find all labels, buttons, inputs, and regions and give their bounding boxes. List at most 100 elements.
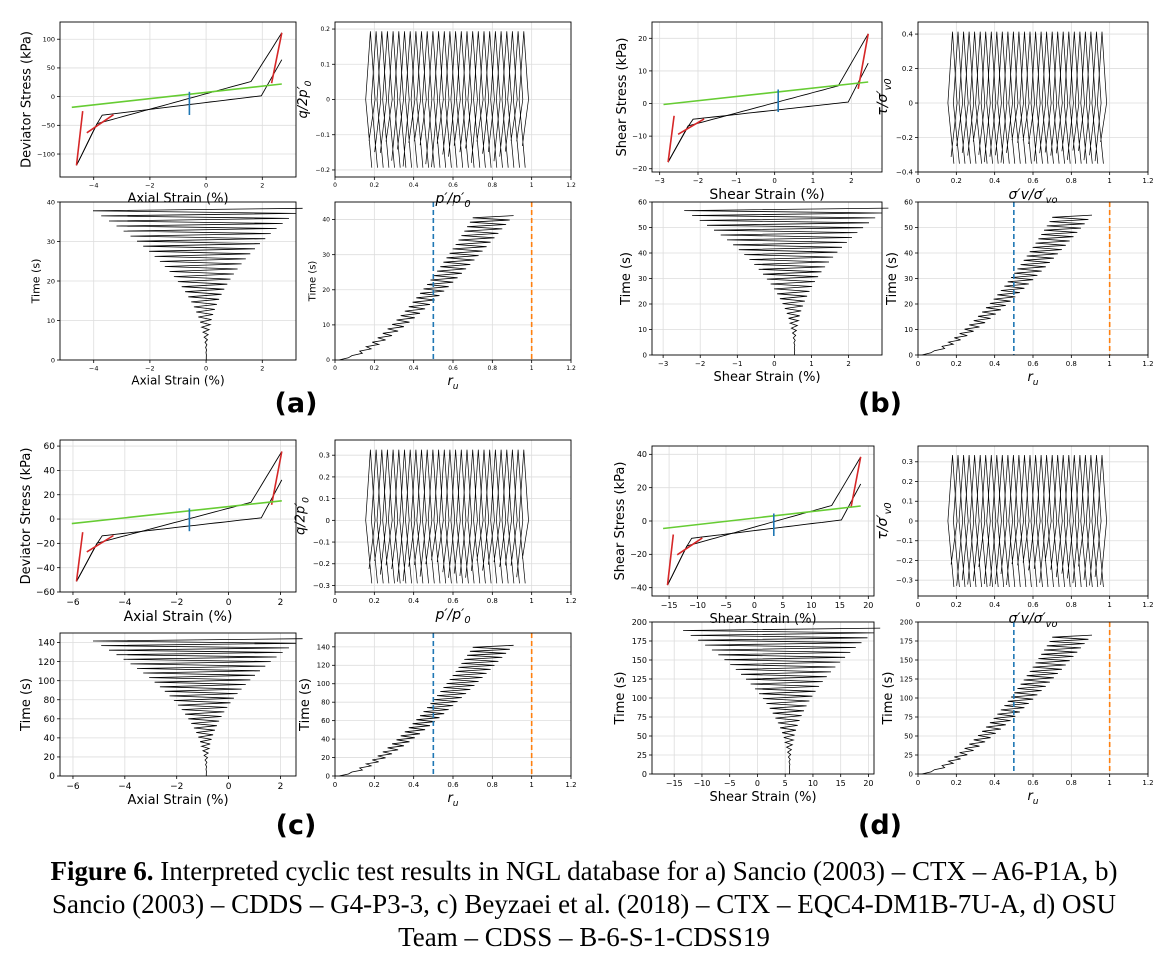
y-axis-label: Deviator Stress (kPa) <box>19 448 34 585</box>
x-tick-label: −1 <box>731 177 741 185</box>
x-tick-label: 0 <box>772 360 776 368</box>
x-axis-label: ru <box>1027 789 1038 807</box>
y-tick-label: 0 <box>643 100 647 108</box>
x-axis-label: σ′v/σ′vo <box>1009 187 1058 206</box>
x-tick-label: 0.4 <box>409 182 419 189</box>
stress-path-loop <box>980 31 991 164</box>
y-tick-label: 0 <box>909 351 913 359</box>
x-axis-label: Axial Strain (%) <box>124 609 233 625</box>
y-tick-label: −20 <box>36 540 55 550</box>
y-tick-label: −0.2 <box>896 557 913 565</box>
x-tick-label: 20 <box>863 779 873 788</box>
y-tick-label: 50 <box>47 64 55 72</box>
x-tick-label: 2 <box>260 182 264 190</box>
y-tick-label: −0.3 <box>313 582 330 590</box>
x-tick-label: 0.2 <box>951 177 962 185</box>
x-tick-label: 0.8 <box>487 597 498 605</box>
axes-frame <box>59 439 297 593</box>
axes-frame <box>651 21 883 173</box>
y-tick-label: 40 <box>44 734 56 744</box>
y-axis-label: Time (s) <box>881 672 896 726</box>
x-tick-label: 0 <box>752 601 757 610</box>
y-tick-label: −0.2 <box>896 134 913 142</box>
x-tick-label: −2 <box>145 365 155 373</box>
y-axis-label: τ/σ′v0 <box>875 78 894 115</box>
y-tick-label: 75 <box>904 713 913 721</box>
x-tick-label: 0.6 <box>1027 360 1039 368</box>
y-tick-label: 75 <box>637 713 647 722</box>
x-tick-label: 0 <box>916 177 920 185</box>
y-tick-label: 25 <box>904 751 913 759</box>
axes-frame <box>59 21 297 178</box>
x-axis-label: ru <box>447 791 458 809</box>
y-tick-label: 50 <box>904 732 913 740</box>
x-tick-label: 0.4 <box>409 365 419 372</box>
x-tick-label: 0.6 <box>1027 601 1039 609</box>
y-tick-label: 50 <box>904 224 913 232</box>
red-slope-left <box>75 532 84 582</box>
y-axis-label: Time (s) <box>308 261 319 303</box>
stress-path-loop <box>991 31 1002 164</box>
stress-path-loop <box>1080 31 1091 164</box>
stress-path-loop <box>410 31 421 168</box>
x-tick-label: 2 <box>278 598 284 608</box>
x-axis-label: Axial Strain (%) <box>127 192 228 207</box>
y-tick-label: 20 <box>638 35 647 43</box>
x-tick-label: −5 <box>724 779 736 788</box>
stress-path-loop <box>1074 31 1085 164</box>
stress-path-loop <box>433 31 444 168</box>
x-tick-label: 0.8 <box>1066 177 1077 185</box>
y-tick-label: −0.1 <box>896 537 913 545</box>
x-tick-label: 0.8 <box>1066 779 1077 787</box>
stress-path-loop <box>501 449 512 584</box>
y-tick-label: 175 <box>900 637 913 645</box>
y-tick-label: 0.3 <box>319 452 330 460</box>
x-tick-label: 1.2 <box>1142 779 1153 787</box>
x-tick-label: −4 <box>118 782 132 792</box>
x-tick-label: 1.2 <box>1142 360 1153 368</box>
x-tick-label: 1.2 <box>566 365 576 372</box>
stress-path-loop <box>382 449 393 584</box>
y-tick-label: 0.2 <box>902 65 913 73</box>
x-tick-label: 2 <box>849 177 853 185</box>
y-tick-label: 125 <box>900 675 913 683</box>
stress-path-loop <box>953 31 963 164</box>
y-tick-label: −20 <box>630 550 647 559</box>
x-axis-label: Axial Strain (%) <box>131 374 224 388</box>
red-slope-right <box>850 456 862 508</box>
x-tick-label: 0.6 <box>447 781 459 789</box>
x-tick-label: 1 <box>529 781 533 789</box>
data-traces <box>663 33 869 163</box>
x-tick-label: 0.2 <box>370 365 380 372</box>
y-tick-label: 0.2 <box>902 478 913 486</box>
stress-path-loop <box>513 31 524 168</box>
stress-path-loop <box>416 31 427 168</box>
y-tick-label: 140 <box>38 639 55 649</box>
x-tick-label: 0.4 <box>408 597 420 605</box>
y-tick-label: −0.1 <box>313 539 330 547</box>
green-line <box>663 505 861 530</box>
x-tick-label: −3 <box>655 177 665 185</box>
stress-path-loop <box>461 449 473 584</box>
y-axis-label: τ/σ′v0 <box>875 502 894 539</box>
stress-path-loop <box>427 449 438 584</box>
red-slope-right <box>270 451 283 505</box>
y-tick-label: 0.2 <box>320 26 330 33</box>
y-tick-label: 0 <box>643 351 647 359</box>
y-tick-label: 30 <box>47 238 55 246</box>
x-tick-label: 0.8 <box>1066 360 1077 368</box>
y-tick-label: 20 <box>44 491 56 501</box>
x-tick-label: 0.8 <box>488 365 498 372</box>
x-tick-label: 10 <box>808 779 818 788</box>
x-tick-label: −2 <box>170 782 183 792</box>
x-axis-label: p′/p′0 <box>434 607 470 626</box>
y-tick-label: 10 <box>322 322 330 329</box>
y-tick-label: 50 <box>638 224 647 232</box>
data-traces <box>921 634 1093 775</box>
y-tick-label: −0.3 <box>896 577 913 585</box>
figure-caption: Figure 6. Interpreted cyclic test result… <box>20 855 1148 954</box>
red-slope-left <box>666 534 675 586</box>
ru-history <box>921 634 1093 775</box>
